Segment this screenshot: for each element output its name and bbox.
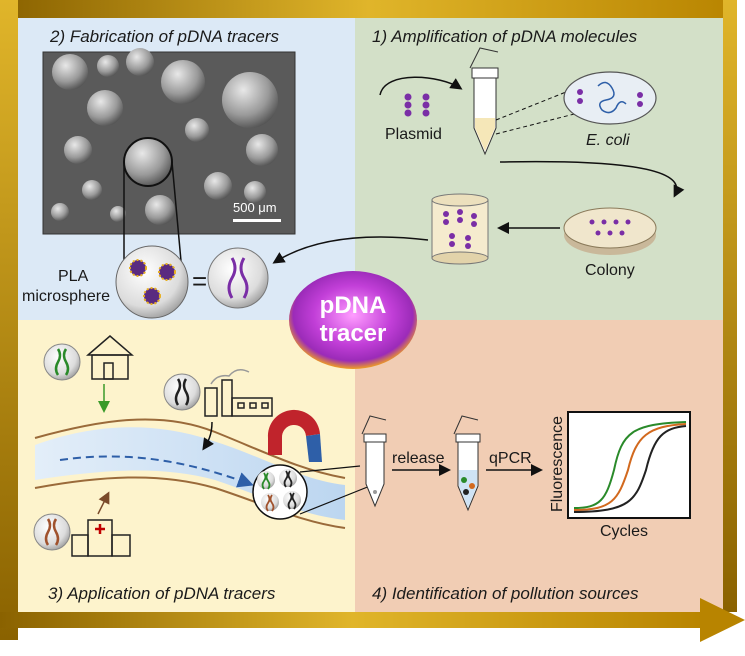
tracer-sphere-hospital [33, 513, 71, 551]
ecoli-suffix: coli [605, 132, 630, 149]
zoom-to-tube-top [299, 465, 361, 473]
river-bank-bottom [34, 476, 346, 529]
ecoli-label: E. coli [586, 132, 630, 150]
plasmid-icons [404, 93, 430, 117]
curve-orange [573, 423, 687, 511]
zoom-to-tube-bottom [299, 485, 371, 515]
arrow-hospital [97, 491, 110, 515]
curve-black [573, 425, 687, 513]
amplification-title: 1) Amplification of pDNA molecules [372, 27, 638, 46]
qpcr-tube [453, 415, 481, 512]
collected-tracers-circle [252, 464, 308, 520]
center-line1: pDNA [319, 292, 387, 319]
tracer-sphere-house [43, 343, 81, 381]
hospital-icon [71, 519, 131, 557]
frame-left-bar [0, 0, 18, 640]
sem-image [42, 48, 296, 235]
fabrication-title: 2) Fabrication of pDNA tracers [50, 27, 279, 46]
center-badge: pDNA tracer [290, 272, 416, 368]
arrow-factory [202, 421, 214, 451]
pla-label-line1: PLA [58, 268, 89, 285]
release-label: release [392, 450, 445, 467]
center-badge-glow [289, 271, 417, 369]
arrow-plasmid-to-tube [379, 76, 463, 96]
factory-icon [204, 369, 273, 417]
dash-line-top [495, 91, 567, 121]
center-line2: tracer [319, 320, 387, 347]
scale-bar-label: 500 μm [233, 200, 277, 215]
arrow-flask-to-tracer [272, 236, 429, 264]
frame-arrow-head-icon [700, 598, 745, 642]
river-bank-top [34, 418, 346, 479]
zoom-line-right [171, 161, 183, 273]
pla-label-line2: microsphere [22, 288, 111, 305]
tracer-sphere-factory [163, 373, 201, 411]
release-tube [361, 415, 387, 508]
panel-amplification-bg [355, 18, 723, 320]
pla-microsphere [115, 245, 189, 319]
frame-right-bar [723, 0, 737, 612]
qpcr-label: qPCR [489, 450, 532, 467]
frame-bottom-bar [0, 612, 705, 628]
arrow-to-colony [499, 160, 685, 198]
ecoli-cell [563, 71, 657, 125]
curve-green [573, 421, 687, 509]
fluorescence-plot [567, 411, 691, 519]
frame-top-bar [0, 0, 737, 18]
magnet-icon [267, 409, 322, 462]
house-icon [85, 335, 135, 380]
amplification-tube [469, 47, 499, 156]
plot-xlabel: Cycles [600, 523, 649, 540]
culture-flask [431, 193, 489, 265]
river-flow-arrow [59, 455, 254, 488]
colony-label: Colony [585, 262, 635, 279]
colony-plate [563, 207, 657, 255]
tracer-sphere [207, 247, 269, 309]
plasmid-label: Plasmid [385, 126, 442, 143]
equals-sign: = [192, 266, 208, 296]
identification-title: 4) Identification of pollution sources [372, 584, 639, 603]
ecoli-prefix: E. [586, 132, 606, 149]
plot-ylabel: Fluorescence [549, 415, 567, 513]
application-title: 3) Application of pDNA tracers [48, 584, 276, 603]
zoom-circle [123, 137, 173, 187]
